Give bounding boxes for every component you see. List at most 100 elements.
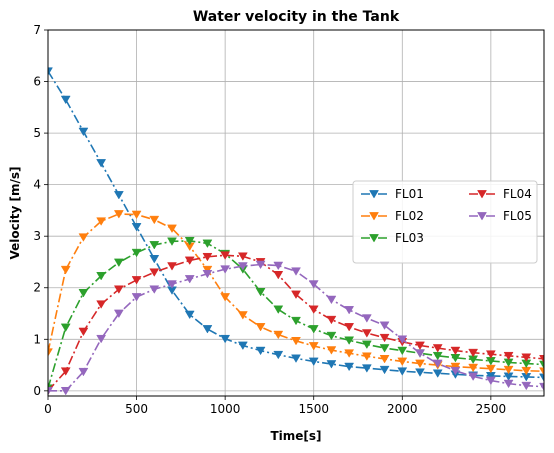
data-point bbox=[397, 335, 408, 344]
legend: FL01 FL02 FL03 FL04 FL05 bbox=[352, 180, 538, 264]
y-tick-label: 7 bbox=[33, 23, 41, 37]
data-point bbox=[237, 341, 248, 351]
data-point bbox=[379, 365, 390, 375]
data-point bbox=[379, 321, 390, 330]
data-point bbox=[78, 289, 89, 298]
data-point bbox=[361, 364, 372, 373]
data-point bbox=[113, 309, 124, 319]
data-point bbox=[326, 331, 337, 341]
legend-entry-fl05: FL05 bbox=[469, 209, 532, 223]
data-point bbox=[291, 290, 301, 299]
data-point bbox=[291, 336, 301, 346]
series-fl05 bbox=[48, 260, 544, 396]
data-point bbox=[131, 276, 142, 285]
y-tick-label: 0 bbox=[33, 384, 41, 398]
data-point bbox=[415, 359, 425, 369]
data-point bbox=[202, 325, 213, 334]
data-point bbox=[432, 359, 443, 369]
data-point bbox=[326, 315, 337, 325]
data-point bbox=[361, 340, 372, 349]
ticks: 0 500 1000 1500 2000 2500 0 1 2 3 4 5 6 7 bbox=[33, 23, 506, 416]
data-point bbox=[237, 262, 248, 271]
data-point bbox=[415, 349, 425, 358]
data-point bbox=[291, 316, 301, 326]
legend-box bbox=[352, 180, 538, 264]
plot-frame bbox=[47, 29, 545, 397]
data-point bbox=[344, 362, 355, 372]
data-point bbox=[326, 346, 337, 355]
data-point bbox=[539, 360, 544, 370]
data-point bbox=[184, 275, 195, 284]
data-point bbox=[237, 311, 248, 320]
data-point bbox=[113, 258, 124, 268]
y-tick-label: 3 bbox=[33, 229, 41, 243]
data-point bbox=[273, 271, 284, 280]
legend-marker bbox=[477, 190, 487, 199]
data-point bbox=[379, 344, 390, 353]
data-point bbox=[255, 260, 266, 270]
legend-label: FL04 bbox=[503, 187, 532, 201]
data-point bbox=[397, 357, 408, 367]
data-point bbox=[167, 224, 177, 234]
data-point bbox=[96, 159, 107, 168]
data-point bbox=[344, 306, 355, 315]
data-point bbox=[78, 327, 89, 337]
data-point bbox=[503, 379, 514, 389]
series-fl03 bbox=[48, 236, 544, 393]
legend-marker bbox=[477, 212, 487, 221]
data-point bbox=[96, 217, 107, 226]
data-point bbox=[78, 127, 89, 137]
data-point bbox=[96, 334, 107, 344]
x-axis-label: Time[s] bbox=[270, 429, 321, 443]
data-point bbox=[78, 233, 89, 242]
data-point bbox=[273, 305, 284, 314]
data-point bbox=[397, 367, 408, 376]
y-tick-label: 1 bbox=[33, 332, 41, 346]
x-tick-label: 0 bbox=[44, 402, 52, 416]
data-point bbox=[415, 341, 425, 351]
data-point bbox=[184, 310, 195, 320]
data-point bbox=[167, 262, 177, 271]
data-point bbox=[379, 355, 390, 364]
legend-entry-fl01: FL01 bbox=[361, 187, 424, 201]
data-point bbox=[361, 314, 372, 323]
data-point bbox=[379, 333, 390, 343]
data-point bbox=[60, 265, 71, 275]
data-point bbox=[273, 261, 284, 271]
y-axis-label: Velocity [m/s] bbox=[8, 166, 22, 259]
y-tick-label: 5 bbox=[33, 126, 41, 140]
data-point bbox=[539, 382, 544, 392]
legend-label: FL01 bbox=[395, 187, 424, 201]
data-point bbox=[521, 381, 532, 391]
data-point bbox=[131, 210, 142, 220]
x-tick-label: 2500 bbox=[476, 402, 507, 416]
data-point bbox=[113, 285, 124, 294]
x-tick-label: 1000 bbox=[210, 402, 241, 416]
legend-label: FL03 bbox=[395, 231, 424, 245]
data-point bbox=[308, 342, 319, 351]
data-point bbox=[326, 360, 337, 369]
data-point bbox=[361, 329, 372, 338]
data-point bbox=[220, 293, 231, 302]
x-tick-label: 500 bbox=[125, 402, 148, 416]
data-point bbox=[432, 344, 443, 353]
data-point bbox=[308, 305, 319, 314]
legend-entry-fl02: FL02 bbox=[361, 209, 424, 223]
data-point bbox=[48, 348, 53, 357]
legend-marker bbox=[369, 212, 379, 221]
data-point bbox=[149, 255, 160, 264]
data-point bbox=[468, 372, 479, 381]
series-layer bbox=[48, 67, 544, 396]
data-point bbox=[397, 346, 408, 356]
y-tick-label: 4 bbox=[33, 178, 41, 192]
data-point bbox=[361, 352, 372, 361]
data-point bbox=[167, 280, 177, 289]
data-point bbox=[60, 95, 71, 105]
data-point bbox=[131, 223, 142, 232]
data-point bbox=[291, 354, 301, 363]
data-point bbox=[149, 285, 160, 294]
data-point bbox=[468, 348, 479, 358]
data-point bbox=[326, 295, 337, 305]
data-point bbox=[113, 210, 124, 219]
